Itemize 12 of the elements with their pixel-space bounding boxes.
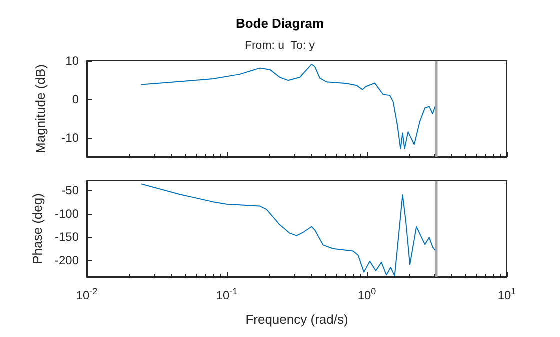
chart-subtitle: From: u To: y	[244, 40, 316, 52]
x-axis-title: Frequency (rad/s)	[246, 312, 348, 327]
y-tick-label: 10	[66, 54, 80, 68]
y-tick-label: 0	[72, 92, 80, 106]
chart-title: Bode Diagram	[236, 16, 324, 31]
y-tick-label: -50	[62, 183, 80, 198]
y-tick-label: -10	[62, 130, 80, 145]
y-axis-title: Magnitude (dB)	[33, 64, 48, 154]
y-tick-label: -100	[54, 206, 80, 221]
y-tick-label: -200	[54, 254, 80, 268]
y-axis-title: Phase (deg)	[30, 194, 46, 264]
y-tick-label: -150	[54, 230, 80, 244]
